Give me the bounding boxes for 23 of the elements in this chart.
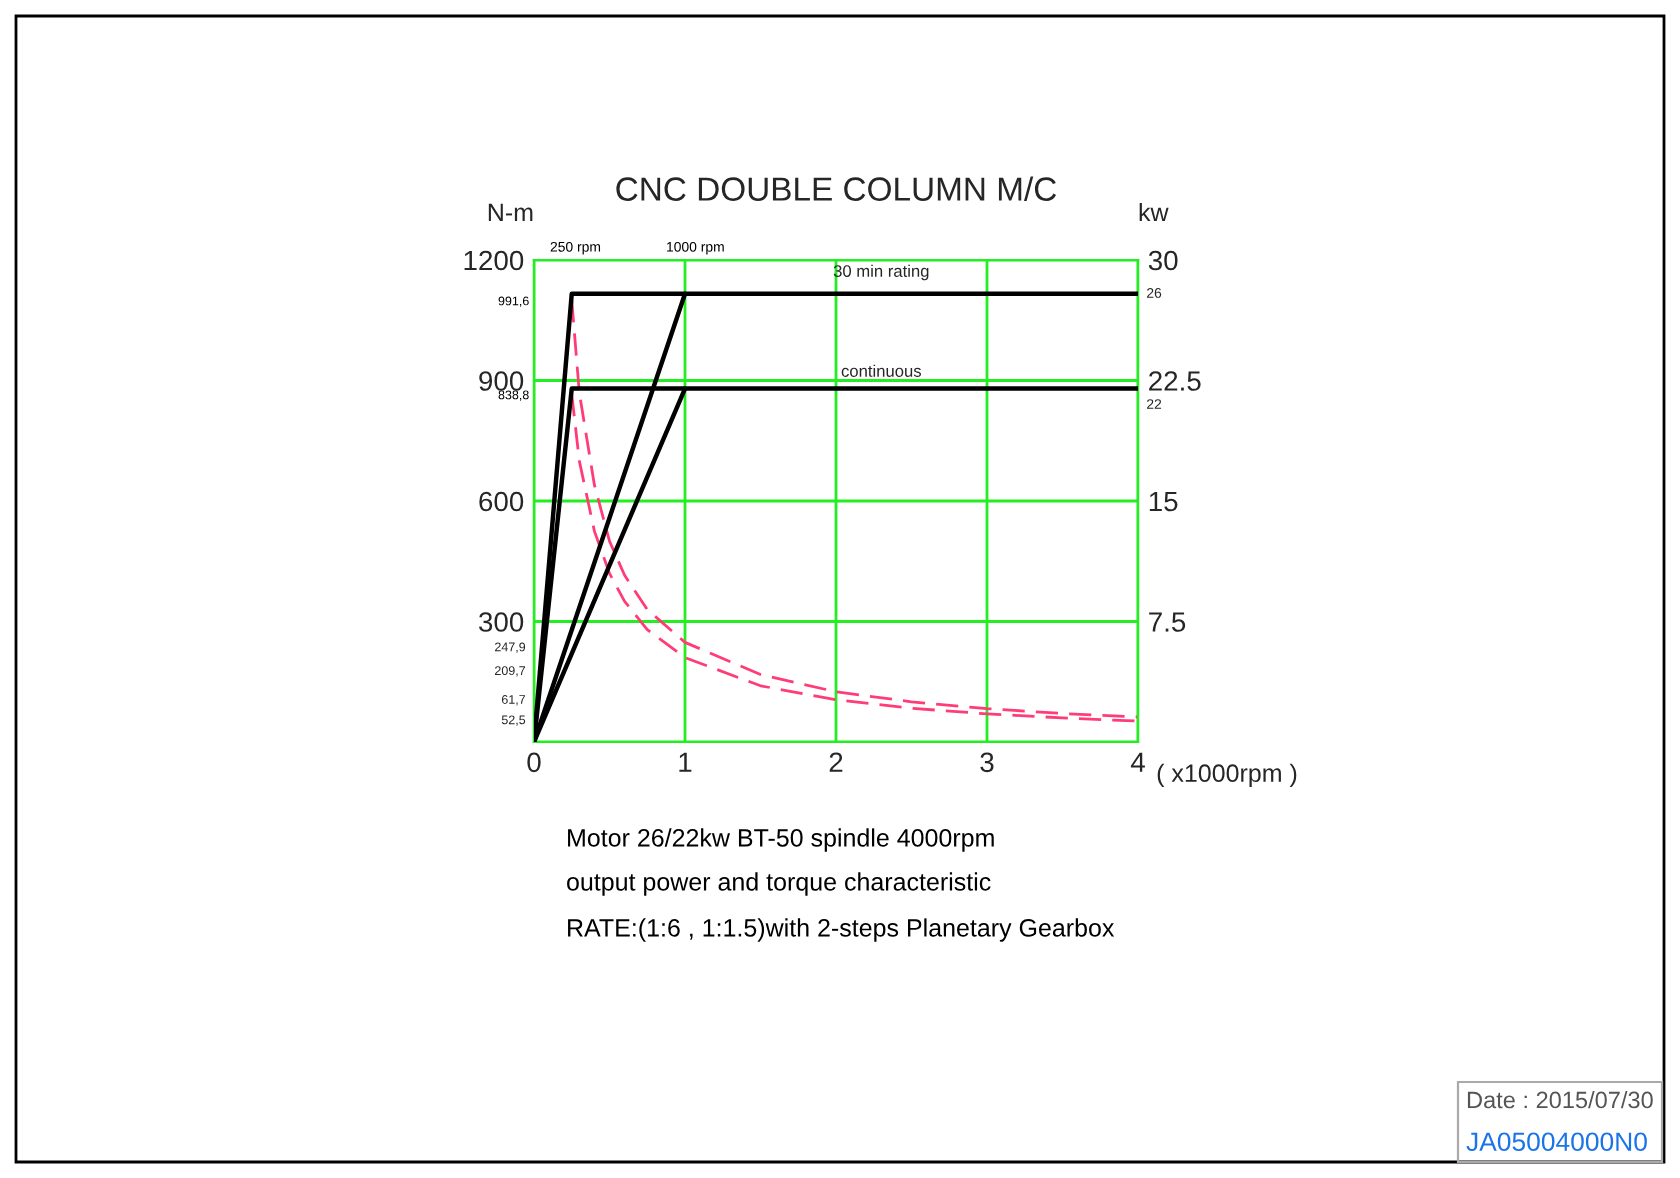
text: Motor 26/22kw BT-50 spindle 4000rpm	[568, 828, 994, 852]
x-axis-title: ( x1000rpm )	[1157, 763, 1297, 787]
y2-axis-title: kw	[1139, 202, 1169, 222]
y-tick-label: 300	[479, 612, 524, 632]
y-axis-title: N-m	[488, 203, 533, 222]
y-tick-label: 600	[479, 491, 524, 512]
y2-tick-label: 22.5	[1149, 371, 1201, 391]
x-tick-label: 2	[829, 752, 843, 772]
y2-tick-label: 30	[1148, 250, 1178, 271]
chart-title: CNC DOUBLE COLUMN M/C	[616, 176, 1057, 201]
annotation: continuous	[841, 364, 922, 377]
text: RATE:(1:6 , 1:1.5)with 2-steps Planetary Gearbox	[568, 918, 1115, 942]
x-tick-label: 1	[679, 752, 692, 772]
text: JA05004000N0	[1466, 1132, 1647, 1152]
y2-tick-label: 15	[1149, 491, 1178, 512]
y2-tick-label: 7.5	[1149, 612, 1186, 632]
text: Date : 2015/07/30	[1467, 1090, 1653, 1109]
y-tick-label: 1200	[464, 250, 524, 271]
x-tick-label: 3	[980, 752, 994, 773]
y-tick-label: 900	[479, 371, 524, 391]
text: output power and torque characteristic	[567, 872, 991, 896]
x-tick-label: 0	[527, 752, 541, 773]
x-tick-label: 4	[1130, 752, 1145, 772]
